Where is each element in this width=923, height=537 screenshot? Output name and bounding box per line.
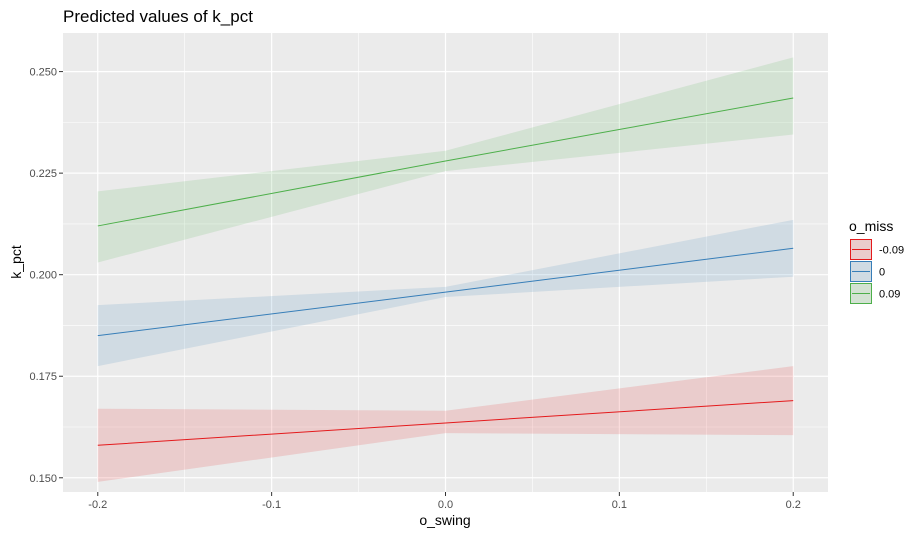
x-axis-ticks: -0.2 -0.1 0.0 0.1 0.2: [88, 492, 801, 511]
y-tick-label: 0.150: [29, 473, 57, 485]
x-tick-label: -0.2: [88, 499, 107, 511]
legend-label-0.09: 0.09: [879, 289, 900, 301]
ribbon--0.09: [97, 366, 794, 482]
legend-label--0.09: -0.09: [879, 245, 904, 257]
y-tick-label: 0.225: [29, 168, 57, 180]
x-axis-title: o_swing: [419, 512, 470, 528]
y-axis-ticks: 0.150 0.175 0.200 0.225 0.250: [29, 67, 63, 485]
prediction-lines: [97, 97, 794, 446]
line--0.09: [97, 400, 794, 446]
line-0.09: [97, 97, 794, 227]
line-0: [97, 247, 794, 337]
chart-title: Predicted values of k_pct: [63, 7, 253, 26]
x-tick-label: 0.2: [786, 499, 801, 511]
legend: o_miss -0.09 0 0.09: [849, 218, 904, 304]
grid-major: [63, 33, 828, 492]
ribbon-0.09: [97, 57, 794, 263]
x-tick-label: 0.0: [438, 499, 453, 511]
y-tick-label: 0.175: [29, 371, 57, 383]
legend-title: o_miss: [849, 218, 893, 234]
y-tick-label: 0.200: [29, 270, 57, 282]
x-tick-label: 0.1: [612, 499, 627, 511]
y-axis-title: k_pct: [8, 245, 24, 279]
confidence-ribbons: [97, 57, 794, 482]
ribbon-0: [97, 219, 794, 367]
y-tick-label: 0.250: [29, 67, 57, 79]
legend-label-0: 0: [879, 267, 885, 279]
x-tick-label: -0.1: [262, 499, 281, 511]
